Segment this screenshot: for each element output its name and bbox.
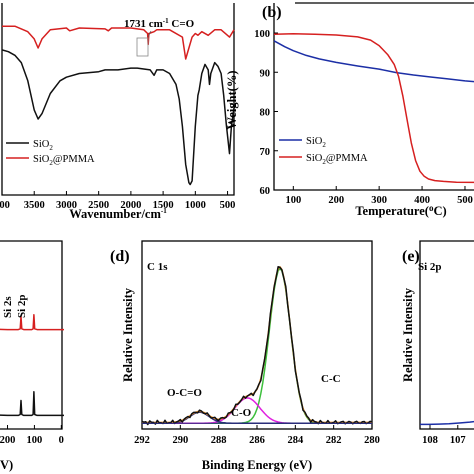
panel-b-y-tick-label: 100 — [254, 29, 270, 40]
panel-a-x-tick-label: 1500 — [153, 200, 174, 211]
panel-c-line-black — [0, 391, 64, 417]
panel-a-legend: SiO2 SiO2@PMMA — [6, 139, 95, 167]
panel-d-peak-label-cc: C-C — [321, 373, 341, 385]
panel-a-annotation-leader — [147, 30, 152, 38]
panel-d-fit-envelope — [142, 266, 372, 424]
panel-a-annotation: 1731 cm-1 C=O — [124, 17, 195, 30]
panel-d-peak-label-ocoo: O-C=O — [167, 387, 202, 399]
panel-b-line-blue — [273, 40, 474, 83]
panel-b-x-tick-label: 300 — [371, 195, 387, 206]
panel-d-x-tick-label: 288 — [211, 435, 227, 446]
panel-b-frame — [273, 3, 474, 191]
panel-a-line-red — [2, 25, 235, 60]
panel-a-x-tick-label: 500 — [220, 200, 236, 211]
panel-d-frame — [141, 240, 373, 430]
panel-a-annotation-box — [136, 37, 149, 57]
panel-b-legend-label-sio2: SiO2 — [306, 136, 326, 149]
panel-c-peak-label-si2p: Si 2p — [16, 294, 28, 318]
panel-a-frame — [1, 3, 235, 196]
panel-c-x-tick-label: 200 — [0, 435, 15, 446]
panel-d-x-tick-label: 282 — [326, 435, 342, 446]
panel-d-letter: (d) — [110, 248, 130, 265]
panel-e-series — [420, 420, 474, 426]
panel-b-y-tick-label: 90 — [260, 68, 271, 79]
panel-c-x-ticks: 200 100 0 — [0, 425, 64, 446]
panel-e-line-blue — [420, 420, 474, 426]
panel-b-y-tick-label: 60 — [260, 186, 271, 197]
panel-c-xps-survey: 200 100 0 Si 2s Si 2p V) — [0, 240, 64, 472]
panel-a-x-ticks: 000 3500 3000 2500 2000 1500 1000 500 — [0, 191, 235, 211]
panel-e-frame — [419, 240, 474, 430]
panel-a-x-tick-label: 3500 — [24, 200, 45, 211]
panel-a-legend-label-sio2: SiO2 — [33, 139, 53, 152]
panel-d-raw-spectrum — [141, 265, 373, 426]
panel-b-series — [273, 33, 474, 184]
panel-a-line-black — [1, 49, 235, 186]
panel-e-xps-si2p: (e) Si 2p 1081071 Relative Intensity — [401, 240, 474, 446]
panel-e-x-tick-label: 107 — [450, 435, 466, 446]
panel-b-legend-label-sio2-pmma: SiO2@PMMA — [306, 153, 368, 166]
panel-b-y-ticks: 60 70 80 90 100 — [254, 29, 278, 197]
panel-b-x-axis-title: Temperature(oC) — [355, 203, 446, 218]
panel-d-x-tick-label: 280 — [364, 435, 380, 446]
panel-b-x-tick-label: 100 — [285, 195, 301, 206]
panel-c-series — [0, 314, 64, 417]
panel-a-legend-label-sio2-pmma: SiO2@PMMA — [33, 154, 95, 167]
panel-d-x-axis-title: Binding Energy (eV) — [202, 458, 312, 472]
panel-b-x-ticks: 100 200 300 400 500 — [285, 186, 473, 206]
panel-e-x-ticks: 1081071 — [422, 425, 466, 446]
panel-d-y-axis-title: Relative Intensity — [121, 287, 135, 382]
panel-b-y-axis-title: Weight(%) — [225, 70, 239, 129]
panel-c-x-tick-label: 100 — [27, 435, 43, 446]
panel-d-component-green — [142, 267, 372, 424]
panel-a-x-tick-label: 3000 — [56, 200, 77, 211]
panel-e-title: Si 2p — [418, 261, 442, 273]
panel-e-y-axis-title: Relative Intensity — [401, 287, 415, 382]
panel-c-x-tick-label: 0 — [59, 435, 64, 446]
panel-a-x-tick-label: 2500 — [88, 200, 109, 211]
panel-d-x-tick-label: 284 — [287, 435, 304, 446]
panel-b-line-red — [273, 33, 474, 184]
panel-e-x-tick-label: 108 — [422, 435, 438, 446]
panel-d-title: C 1s — [147, 261, 168, 273]
panel-d-series — [141, 265, 373, 426]
panel-c-peak-label-si2s: Si 2s — [2, 296, 14, 318]
panel-b-legend: SiO2 SiO2@PMMA — [279, 136, 368, 166]
panel-b-y-tick-label: 80 — [260, 108, 271, 119]
panel-b-letter: (b) — [262, 4, 282, 21]
panel-c-x-axis-title: V) — [0, 458, 13, 472]
panel-d-xps-c1s: (d) C 1s 292 290 288 286 284 282 280 Relative … — [110, 240, 380, 472]
panel-b-y-tick-label: 70 — [260, 147, 271, 158]
panel-b-x-tick-label: 500 — [457, 195, 473, 206]
panel-b-x-tick-label: 400 — [414, 195, 430, 206]
panel-c-frame — [0, 240, 63, 430]
panel-d-x-ticks: 292 290 288 286 284 282 280 — [134, 425, 380, 446]
panel-a-x-tick-label: 2000 — [120, 200, 141, 211]
panel-a-x-tick-label: 1000 — [185, 200, 206, 211]
panel-a-x-axis-title: Wavenumber/cm-1 — [69, 207, 167, 221]
panel-a-x-tick-label: 000 — [0, 200, 10, 211]
panel-d-x-tick-label: 286 — [249, 435, 265, 446]
panel-d-peak-label-co: C-O — [231, 407, 252, 419]
panel-e-letter: (e) — [402, 248, 420, 265]
panel-d-x-tick-label: 292 — [134, 435, 150, 446]
panel-c-line-red — [0, 314, 64, 331]
panel-a-ftir: 000 3500 3000 2500 2000 1500 1000 500 1731 cm-1… — [0, 3, 235, 221]
panel-d-x-tick-label: 290 — [172, 435, 188, 446]
panel-b-x-tick-label: 200 — [328, 195, 344, 206]
panel-b-tga: (b) 100 200 300 400 500 60 70 80 90 100 Weight(%… — [225, 2, 474, 218]
